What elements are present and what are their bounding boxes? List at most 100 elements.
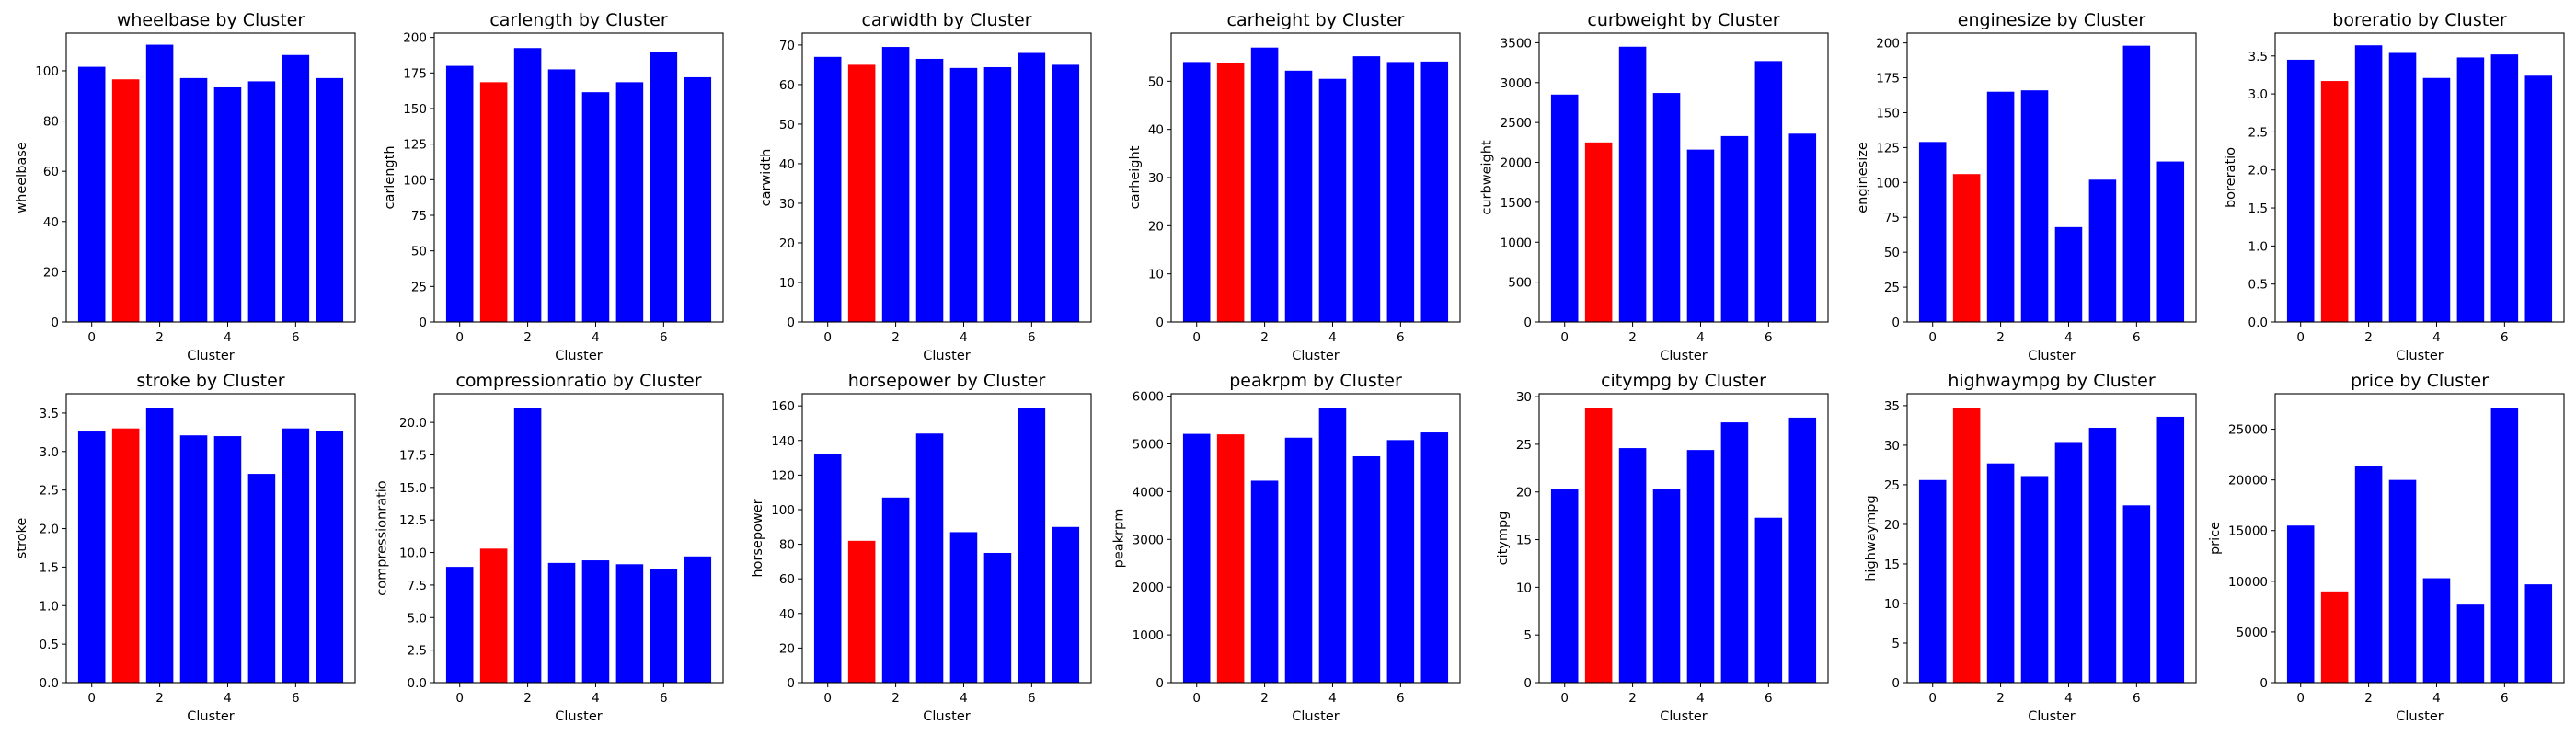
bar-cluster-2 [1618,46,1647,322]
x-tick-label: 6 [292,330,300,345]
subplot-enginesize: 0 25 50 75 100 125 150 175 200 0 2 4 6 enginesize by … [1856,10,2197,363]
x-tick-label: 0 [1560,691,1569,706]
bar-cluster-3 [2020,476,2049,683]
bar-cluster-0 [813,56,842,323]
x-tick-label: 6 [1028,691,1036,706]
chart-title: horsepower by Cluster [848,371,1046,391]
subplot-peakrpm: 0 1000 2000 3000 4000 5000 6000 0 2 4 6 peakrpm by … [1112,371,1461,724]
y-tick-label: 100 [35,64,59,79]
x-tick-label: 2 [1996,330,2005,345]
x-tick-label: 6 [1397,330,1405,345]
y-tick-label: 0 [2260,676,2268,691]
y-axis-label: curbweight [1480,140,1495,215]
bar-cluster-1 [2320,81,2349,322]
axes-frame [1906,393,2197,684]
bar-cluster-4 [2422,578,2451,683]
y-axis-label: stroke [15,518,29,559]
bar-cluster-2 [2354,466,2383,683]
y-tick-label: 20.0 [399,416,427,431]
chart-title: price by Cluster [2351,371,2489,391]
bar-cluster-0 [77,66,106,322]
x-tick-label: 4 [960,330,968,345]
y-tick-label: 0 [1156,676,1164,691]
x-tick-label: 0 [823,330,832,345]
y-tick-label: 175 [1876,72,1900,86]
bar-cluster-7 [2156,161,2185,322]
bar-cluster-4 [213,86,242,322]
bar-cluster-4 [1686,450,1715,683]
y-tick-label: 0.0 [2248,316,2268,330]
y-tick-label: 75 [411,209,427,224]
x-tick-label: 2 [1260,330,1269,345]
bar-cluster-5 [983,552,1012,683]
y-axis-label: horsepower [751,499,765,577]
bar-cluster-5 [2088,179,2117,322]
bar-cluster-4 [581,560,610,683]
x-tick-label: 4 [224,691,232,706]
bar-cluster-0 [445,567,474,683]
y-tick-label: 0.5 [2248,278,2268,293]
bar-cluster-6 [2122,505,2151,683]
bar-cluster-1 [111,428,140,683]
x-tick-label: 0 [1192,330,1201,345]
y-tick-label: 40 [1148,123,1164,138]
bar-cluster-6 [2122,45,2151,323]
x-tick-label: 6 [2133,691,2141,706]
y-tick-label: 15 [1884,558,1900,572]
x-tick-label: 4 [592,691,600,706]
y-tick-label: 3.5 [2248,50,2268,64]
y-tick-label: 140 [771,434,795,449]
bar-cluster-5 [615,82,644,323]
y-tick-label: 3500 [1501,36,1532,51]
y-tick-label: 25 [411,280,427,294]
y-tick-label: 2000 [1501,156,1532,171]
chart-title: curbweight by Cluster [1587,10,1779,30]
bar-cluster-5 [983,66,1012,323]
y-tick-label: 3000 [1501,76,1532,91]
y-tick-label: 2.5 [40,484,59,499]
y-tick-label: 15000 [2228,524,2268,539]
bar-cluster-0 [1918,479,1947,683]
bar-cluster-4 [1318,78,1347,322]
y-axis-label: compressionratio [375,480,390,595]
x-tick-label: 0 [455,330,464,345]
bar-cluster-1 [1216,63,1245,322]
y-tick-label: 60 [779,78,795,93]
bar-cluster-1 [1216,434,1245,683]
axes-frame [2274,393,2565,684]
bar-cluster-5 [1352,455,1381,683]
x-tick-label: 2 [2364,691,2373,706]
bar-cluster-7 [316,77,344,323]
y-axis-label: carheight [1128,145,1143,209]
y-axis-label: price [2208,522,2223,555]
bar-cluster-7 [2524,584,2553,683]
x-tick-label: 4 [1696,330,1705,345]
x-tick-label: 0 [1560,330,1569,345]
chart-title: carwidth by Cluster [861,10,1031,30]
y-tick-label: 100 [771,503,795,518]
y-tick-label: 25 [1884,281,1900,295]
subplot-citympg: 0 5 10 15 20 25 30 0 2 4 6 citympg by Cluster Cluste… [1496,371,1829,724]
y-axis-label: carwidth [759,149,774,207]
x-tick-label: 0 [2296,330,2305,345]
x-tick-label: 0 [1928,691,1937,706]
y-tick-label: 125 [403,138,427,153]
x-tick-label: 6 [1397,691,1405,706]
bar-cluster-5 [2456,57,2485,322]
chart-title: peakrpm by Cluster [1229,371,1402,391]
y-tick-label: 1000 [1133,628,1164,643]
y-axis-label: carlength [383,145,397,209]
bar-cluster-5 [247,474,276,683]
subplot-boreratio: 0.0 0.5 1.0 1.5 2.0 2.5 3.0 3.5 0 2 4 6 boreratio by… [2224,10,2565,363]
y-tick-label: 1.0 [2248,239,2268,254]
x-axis-label: Cluster [1292,709,1340,724]
axes-frame [1170,32,1461,323]
bar-cluster-3 [179,435,208,683]
y-axis-label: wheelbase [15,142,29,213]
y-tick-label: 0 [787,316,795,330]
y-tick-label: 0 [1524,676,1532,691]
x-tick-label: 0 [87,691,96,706]
bar-cluster-2 [1986,91,2015,323]
subplot-curbweight: 0 500 1000 1500 2000 2500 3000 3500 0 2 4 6 curbweig… [1480,10,1829,363]
